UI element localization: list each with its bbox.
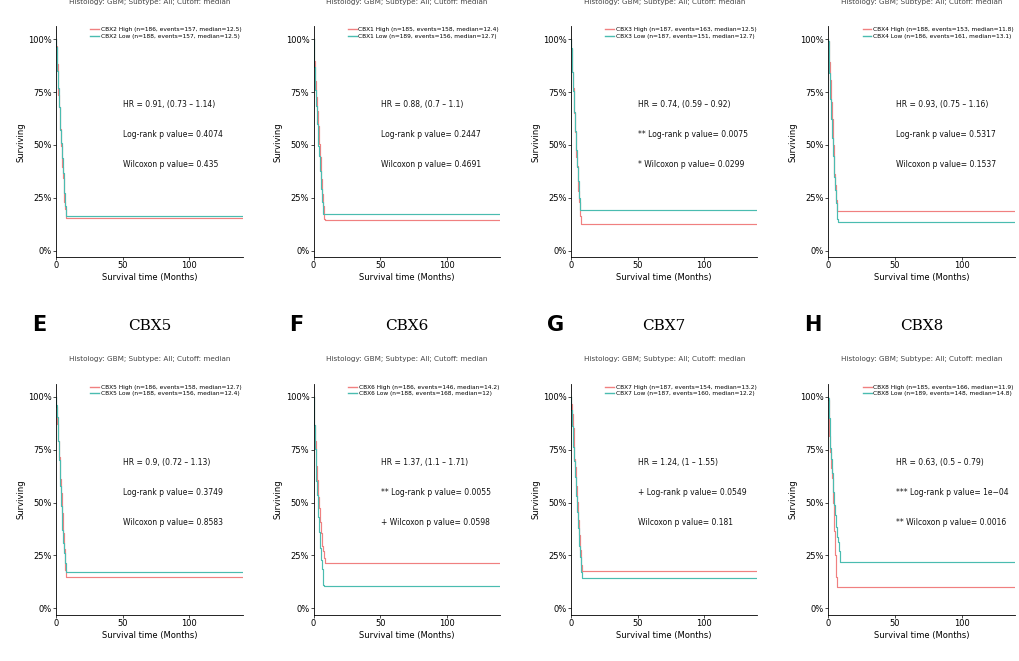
Text: HR = 1.37, (1.1 – 1.71): HR = 1.37, (1.1 – 1.71) — [380, 458, 468, 467]
Text: Histology: GBM; Subtype: All; Cutoff: median: Histology: GBM; Subtype: All; Cutoff: me… — [840, 0, 1002, 5]
Legend: CBX6 High (n=186, events=146, median=14.2), CBX6 Low (n=188, events=168, median=: CBX6 High (n=186, events=146, median=14.… — [347, 385, 498, 396]
Legend: CBX4 High (n=188, events=153, median=11.8), CBX4 Low (n=186, events=161, median=: CBX4 High (n=188, events=153, median=11.… — [862, 27, 1013, 39]
Text: Wilcoxon p value= 0.435: Wilcoxon p value= 0.435 — [123, 160, 218, 169]
Text: + Log-rank p value= 0.0549: + Log-rank p value= 0.0549 — [638, 488, 746, 497]
Text: ** Log-rank p value= 0.0075: ** Log-rank p value= 0.0075 — [638, 130, 747, 139]
Text: + Wilcoxon p value= 0.0598: + Wilcoxon p value= 0.0598 — [380, 518, 489, 527]
Text: * Wilcoxon p value= 0.0299: * Wilcoxon p value= 0.0299 — [638, 160, 744, 169]
Text: *** Log-rank p value= 1e−04: *** Log-rank p value= 1e−04 — [895, 488, 1007, 497]
Text: Histology: GBM; Subtype: All; Cutoff: median: Histology: GBM; Subtype: All; Cutoff: me… — [68, 356, 230, 362]
Text: HR = 0.91, (0.73 – 1.14): HR = 0.91, (0.73 – 1.14) — [123, 100, 215, 109]
Text: ** Wilcoxon p value= 0.0016: ** Wilcoxon p value= 0.0016 — [895, 518, 1005, 527]
Text: Log-rank p value= 0.3749: Log-rank p value= 0.3749 — [123, 488, 223, 497]
Text: ** Log-rank p value= 0.0055: ** Log-rank p value= 0.0055 — [380, 488, 490, 497]
Legend: CBX3 High (n=187, events=163, median=12.5), CBX3 Low (n=187, events=151, median=: CBX3 High (n=187, events=163, median=12.… — [604, 27, 756, 39]
Text: HR = 0.9, (0.72 – 1.13): HR = 0.9, (0.72 – 1.13) — [123, 458, 210, 467]
Text: HR = 0.74, (0.59 – 0.92): HR = 0.74, (0.59 – 0.92) — [638, 100, 730, 109]
Text: Histology: GBM; Subtype: All; Cutoff: median: Histology: GBM; Subtype: All; Cutoff: me… — [583, 0, 744, 5]
Text: HR = 0.63, (0.5 – 0.79): HR = 0.63, (0.5 – 0.79) — [895, 458, 982, 467]
Y-axis label: Surviving: Surviving — [273, 480, 282, 519]
Text: Histology: GBM; Subtype: All; Cutoff: median: Histology: GBM; Subtype: All; Cutoff: me… — [326, 356, 487, 362]
Text: CBX6: CBX6 — [385, 319, 428, 333]
Legend: CBX2 High (n=186, events=157, median=12.5), CBX2 Low (n=188, events=157, median=: CBX2 High (n=186, events=157, median=12.… — [91, 27, 242, 39]
Y-axis label: Surviving: Surviving — [531, 122, 540, 161]
Legend: CBX8 High (n=185, events=166, median=11.9), CBX8 Low (n=189, events=148, median=: CBX8 High (n=185, events=166, median=11.… — [862, 385, 1013, 396]
Text: F: F — [289, 315, 304, 335]
X-axis label: Survival time (Months): Survival time (Months) — [102, 273, 197, 282]
Y-axis label: Surviving: Surviving — [788, 480, 797, 519]
Text: CBX7: CBX7 — [642, 319, 685, 333]
Y-axis label: Surviving: Surviving — [788, 122, 797, 161]
Text: CBX8: CBX8 — [899, 319, 943, 333]
Text: Log-rank p value= 0.2447: Log-rank p value= 0.2447 — [380, 130, 480, 139]
Text: HR = 1.24, (1 – 1.55): HR = 1.24, (1 – 1.55) — [638, 458, 717, 467]
Text: Wilcoxon p value= 0.4691: Wilcoxon p value= 0.4691 — [380, 160, 480, 169]
Legend: CBX7 High (n=187, events=154, median=13.2), CBX7 Low (n=187, events=160, median=: CBX7 High (n=187, events=154, median=13.… — [604, 385, 756, 396]
Text: Wilcoxon p value= 0.181: Wilcoxon p value= 0.181 — [638, 518, 733, 527]
X-axis label: Survival time (Months): Survival time (Months) — [359, 631, 454, 640]
Text: Wilcoxon p value= 0.8583: Wilcoxon p value= 0.8583 — [123, 518, 223, 527]
Text: HR = 0.88, (0.7 – 1.1): HR = 0.88, (0.7 – 1.1) — [380, 100, 463, 109]
X-axis label: Survival time (Months): Survival time (Months) — [359, 273, 454, 282]
Text: Histology: GBM; Subtype: All; Cutoff: median: Histology: GBM; Subtype: All; Cutoff: me… — [583, 356, 744, 362]
Text: E: E — [32, 315, 46, 335]
Legend: CBX1 High (n=185, events=158, median=12.4), CBX1 Low (n=189, events=156, median=: CBX1 High (n=185, events=158, median=12.… — [347, 27, 498, 39]
Text: Histology: GBM; Subtype: All; Cutoff: median: Histology: GBM; Subtype: All; Cutoff: me… — [68, 0, 230, 5]
Text: Log-rank p value= 0.4074: Log-rank p value= 0.4074 — [123, 130, 223, 139]
Text: Log-rank p value= 0.5317: Log-rank p value= 0.5317 — [895, 130, 995, 139]
Text: Histology: GBM; Subtype: All; Cutoff: median: Histology: GBM; Subtype: All; Cutoff: me… — [326, 0, 487, 5]
Legend: CBX5 High (n=186, events=158, median=12.7), CBX5 Low (n=188, events=156, median=: CBX5 High (n=186, events=158, median=12.… — [91, 385, 242, 396]
Text: G: G — [546, 315, 564, 335]
Y-axis label: Surviving: Surviving — [273, 122, 282, 161]
Text: Wilcoxon p value= 0.1537: Wilcoxon p value= 0.1537 — [895, 160, 995, 169]
Text: H: H — [803, 315, 820, 335]
X-axis label: Survival time (Months): Survival time (Months) — [873, 273, 968, 282]
Text: HR = 0.93, (0.75 – 1.16): HR = 0.93, (0.75 – 1.16) — [895, 100, 987, 109]
Y-axis label: Surviving: Surviving — [16, 480, 25, 519]
Text: Histology: GBM; Subtype: All; Cutoff: median: Histology: GBM; Subtype: All; Cutoff: me… — [840, 356, 1002, 362]
X-axis label: Survival time (Months): Survival time (Months) — [615, 631, 711, 640]
Text: CBX5: CBX5 — [127, 319, 171, 333]
X-axis label: Survival time (Months): Survival time (Months) — [615, 273, 711, 282]
Y-axis label: Surviving: Surviving — [16, 122, 25, 161]
X-axis label: Survival time (Months): Survival time (Months) — [102, 631, 197, 640]
X-axis label: Survival time (Months): Survival time (Months) — [873, 631, 968, 640]
Y-axis label: Surviving: Surviving — [531, 480, 540, 519]
